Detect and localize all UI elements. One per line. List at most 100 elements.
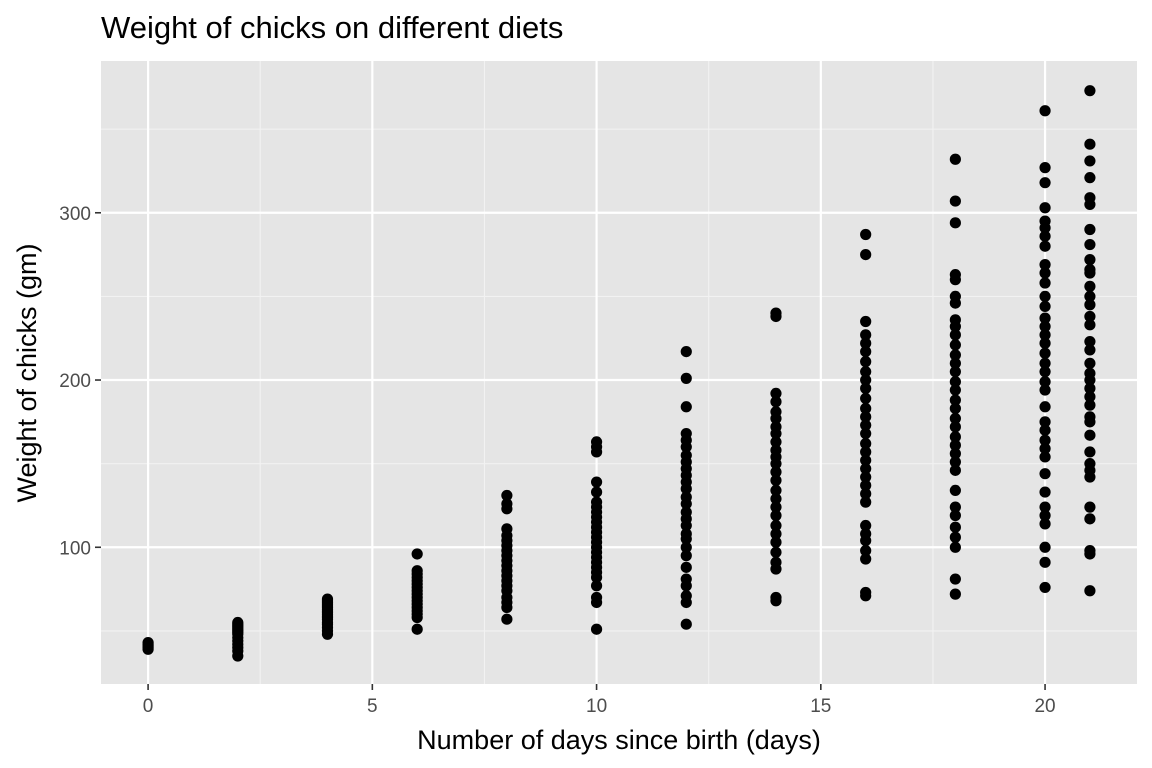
data-point	[590, 486, 603, 498]
x-tick-label: 20	[1034, 696, 1055, 717]
data-point	[1039, 215, 1051, 227]
data-point	[411, 623, 423, 635]
data-point	[590, 591, 603, 604]
data-point	[949, 541, 961, 553]
data-point	[770, 484, 782, 497]
data-point	[1084, 319, 1096, 331]
data-point	[1039, 329, 1051, 341]
data-point	[860, 345, 872, 358]
data-point	[680, 590, 692, 602]
data-point	[1039, 105, 1051, 117]
data-point	[1084, 367, 1096, 379]
x-tick-label: 10	[586, 696, 607, 717]
data-point	[142, 637, 154, 649]
data-point	[680, 618, 692, 630]
data-point	[860, 382, 872, 394]
data-point	[860, 228, 872, 241]
data-point	[680, 573, 692, 585]
y-tick-label: 300	[59, 204, 91, 225]
y-axis-title: Weight of chicks (gm)	[12, 243, 42, 502]
data-point	[860, 446, 872, 458]
y-axis: 100 200 300	[59, 204, 101, 559]
x-axis: 0 5 10 15 20	[143, 684, 1056, 717]
data-point	[860, 329, 872, 341]
data-point	[949, 153, 961, 165]
data-point	[1084, 585, 1096, 597]
data-point	[770, 501, 782, 513]
data-point	[860, 545, 872, 557]
data-point	[1039, 290, 1051, 303]
data-point	[1084, 399, 1096, 411]
data-point	[1084, 172, 1096, 184]
data-point	[860, 471, 872, 483]
data-point	[1084, 446, 1096, 458]
data-point	[1039, 518, 1051, 530]
y-tick-label: 100	[59, 538, 91, 559]
data-point	[680, 528, 692, 540]
plot-panel	[101, 61, 1137, 684]
data-point	[860, 392, 872, 405]
data-point	[770, 406, 782, 418]
data-point	[1084, 344, 1096, 356]
data-point	[949, 269, 961, 281]
data-point	[770, 528, 782, 540]
data-point	[1039, 259, 1051, 271]
data-point	[1039, 434, 1051, 446]
data-point	[949, 217, 961, 229]
data-point	[590, 623, 603, 635]
data-point	[1084, 254, 1096, 266]
data-point	[1084, 238, 1096, 251]
data-point	[1039, 177, 1051, 189]
data-point	[1039, 581, 1051, 594]
data-point	[680, 506, 692, 518]
data-point	[860, 411, 872, 423]
data-point	[1084, 458, 1096, 470]
x-tick-label: 0	[143, 696, 154, 717]
data-point	[1084, 513, 1096, 525]
data-point	[770, 546, 782, 558]
data-point	[1084, 501, 1096, 513]
data-point	[680, 345, 692, 358]
data-point	[860, 463, 872, 475]
data-point	[949, 501, 961, 513]
data-point	[949, 349, 961, 361]
data-point	[949, 366, 961, 378]
data-point	[949, 376, 961, 388]
data-point	[949, 384, 961, 396]
data-point	[949, 509, 961, 522]
x-tick-label: 15	[810, 696, 831, 717]
data-point	[501, 498, 513, 510]
data-point	[860, 315, 872, 328]
data-point	[411, 548, 423, 560]
data-point	[949, 394, 961, 406]
data-point	[770, 466, 782, 478]
data-point	[949, 431, 961, 443]
data-point	[680, 449, 692, 461]
data-point	[680, 401, 692, 413]
data-point	[770, 396, 782, 408]
data-point	[770, 509, 782, 522]
data-point	[949, 402, 961, 415]
data-point	[949, 448, 961, 460]
data-point	[949, 290, 961, 303]
data-point	[949, 464, 961, 476]
data-point	[1039, 240, 1051, 252]
data-point	[1084, 411, 1096, 423]
data-point	[860, 248, 872, 261]
data-point	[770, 591, 782, 604]
data-point	[590, 436, 603, 448]
data-point	[680, 561, 692, 573]
data-point	[1039, 202, 1051, 214]
data-point	[860, 553, 872, 565]
data-point	[1039, 468, 1051, 480]
data-point	[860, 356, 872, 368]
data-point	[1039, 501, 1051, 513]
data-point	[860, 374, 872, 386]
data-point	[1084, 382, 1096, 394]
data-point	[949, 521, 961, 533]
data-point	[501, 613, 513, 625]
data-point	[860, 419, 872, 431]
data-point	[1039, 541, 1051, 553]
data-point	[1039, 162, 1051, 174]
data-point	[860, 586, 872, 599]
